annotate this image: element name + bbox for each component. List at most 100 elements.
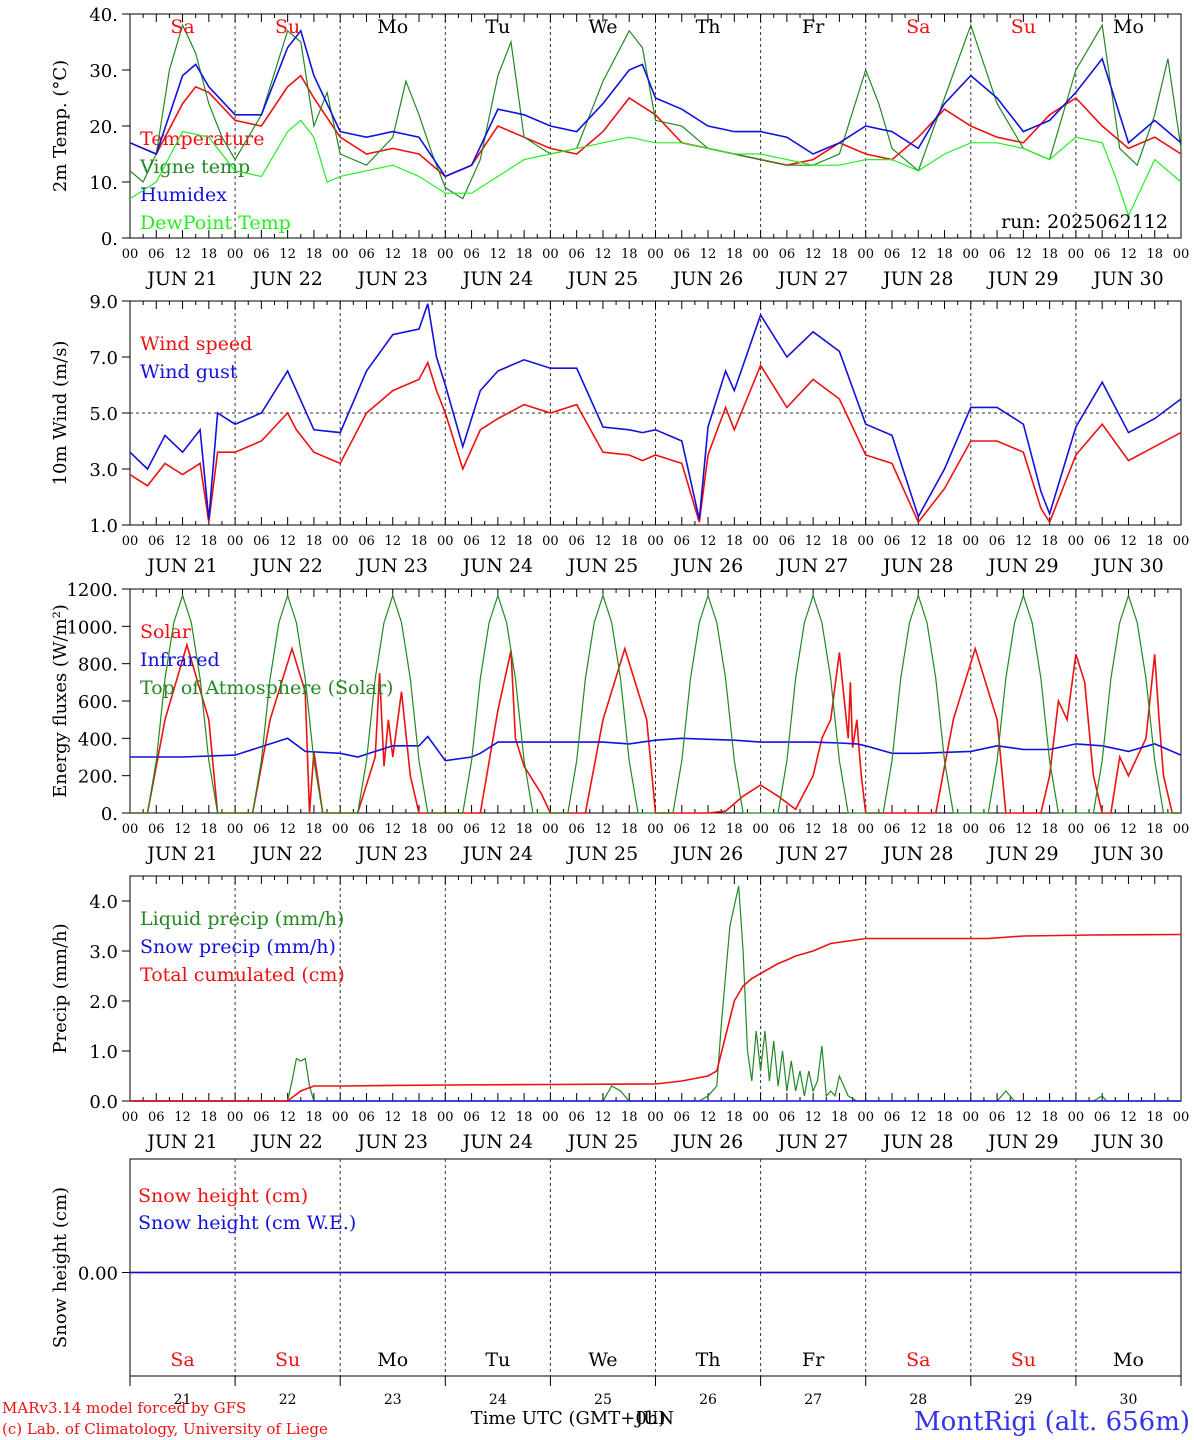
hour-label: 12 <box>910 534 927 549</box>
hour-label: 00 <box>752 247 769 262</box>
hour-label: 18 <box>1041 822 1058 837</box>
hour-label: 18 <box>936 534 953 549</box>
hour-label: 06 <box>148 534 165 549</box>
hour-label: 18 <box>831 1110 848 1125</box>
hour-label: 18 <box>411 534 428 549</box>
legend-entry: Snow precip (mm/h) <box>140 936 336 958</box>
hour-label: 18 <box>936 822 953 837</box>
date-label: JUN 23 <box>356 843 428 865</box>
day-number: 25 <box>594 1392 612 1408</box>
hour-label: 06 <box>148 822 165 837</box>
legend-entry: Snow height (cm W.E.) <box>138 1212 356 1234</box>
panel-5: 0.00 Snow height (cm) Snow height (cm) Snow… <box>50 1158 1182 1408</box>
hour-label: 18 <box>621 1110 638 1125</box>
hour-label: 12 <box>1120 822 1137 837</box>
hour-label: 00 <box>332 534 349 549</box>
hour-label: 18 <box>1041 247 1058 262</box>
hour-label: 00 <box>227 247 244 262</box>
legend-entry: Top of Atmosphere (Solar) <box>140 677 393 699</box>
y-tick-label: 0.0 <box>89 1092 118 1113</box>
hour-label: 06 <box>989 1110 1006 1125</box>
date-label: JUN 27 <box>776 843 848 865</box>
date-label: JUN 27 <box>776 1131 848 1153</box>
hour-label: 12 <box>910 1110 927 1125</box>
date-label: JUN 26 <box>671 1131 743 1153</box>
hour-label: 18 <box>831 247 848 262</box>
date-label: JUN 28 <box>881 1131 953 1153</box>
y-axis-label: Energy fluxes (W/m²) <box>50 604 71 798</box>
hour-label: 18 <box>201 822 218 837</box>
hour-label: 00 <box>122 534 139 549</box>
hour-label: 06 <box>568 247 585 262</box>
hour-label: 06 <box>674 822 691 837</box>
date-label: JUN 29 <box>986 555 1058 577</box>
hour-label: 12 <box>805 822 822 837</box>
date-label: JUN 29 <box>986 843 1058 865</box>
hour-label: 06 <box>148 1110 165 1125</box>
date-label: JUN 29 <box>986 268 1058 290</box>
x-axis-label: Time UTC (GMT+0h) <box>471 1408 666 1429</box>
day-number: 27 <box>804 1392 822 1408</box>
hour-label: 00 <box>752 1110 769 1125</box>
weekday-label: We <box>588 1349 617 1371</box>
date-label: JUN 30 <box>1091 268 1163 290</box>
date-label: JUN 28 <box>881 555 953 577</box>
series-line <box>129 74 1182 178</box>
weekday-label: Sa <box>170 16 194 38</box>
hour-label: 18 <box>1146 1110 1163 1125</box>
hour-label: 00 <box>752 822 769 837</box>
hour-label: 00 <box>122 1110 139 1125</box>
hour-label: 12 <box>490 534 507 549</box>
series-line <box>130 933 1182 1102</box>
hour-label: 18 <box>306 247 323 262</box>
hour-label: 00 <box>963 534 980 549</box>
legend-entry: Total cumulated (cm) <box>140 964 345 986</box>
hour-label: 12 <box>384 822 401 837</box>
date-label: JUN 25 <box>566 843 638 865</box>
plot-frame <box>129 588 1182 814</box>
legend-entry: Wind speed <box>140 333 252 355</box>
hour-label: 12 <box>700 822 717 837</box>
hour-label: 06 <box>1094 822 1111 837</box>
weekday-label: Sa <box>170 1349 194 1371</box>
hour-label: 12 <box>1015 247 1032 262</box>
date-label: JUN 21 <box>145 843 217 865</box>
hour-label: 06 <box>463 534 480 549</box>
hour-label: 06 <box>463 247 480 262</box>
hour-label: 12 <box>279 247 296 262</box>
hour-label: 12 <box>595 822 612 837</box>
legend-entry: Infrared <box>140 649 220 671</box>
y-tick-label: 4.0 <box>89 892 118 913</box>
hour-label: 00 <box>122 247 139 262</box>
hour-label: 00 <box>227 822 244 837</box>
y-tick-label: 200. <box>78 767 118 788</box>
date-label: JUN 22 <box>250 268 322 290</box>
weekday-label: Su <box>275 16 300 38</box>
hour-label: 06 <box>253 822 270 837</box>
hour-label: 12 <box>174 534 191 549</box>
hour-label: 18 <box>201 1110 218 1125</box>
date-label: JUN 25 <box>566 1131 638 1153</box>
series-line <box>129 303 1182 520</box>
date-label: JUN 21 <box>145 555 217 577</box>
y-tick-label: 3.0 <box>89 460 118 481</box>
hour-label: 18 <box>621 534 638 549</box>
hour-label: 18 <box>516 247 533 262</box>
date-label: JUN 24 <box>461 1131 533 1153</box>
hour-label: 12 <box>279 534 296 549</box>
hour-label: 00 <box>857 247 874 262</box>
hour-label: 12 <box>490 247 507 262</box>
hour-label: 12 <box>1120 534 1137 549</box>
hour-label: 06 <box>1094 247 1111 262</box>
date-label: JUN 23 <box>356 268 428 290</box>
date-label: JUN 25 <box>566 555 638 577</box>
hour-label: 18 <box>936 247 953 262</box>
hour-label: 06 <box>358 1110 375 1125</box>
hour-label: 18 <box>1041 534 1058 549</box>
weekday-label: Tu <box>485 16 510 38</box>
weekday-label: Sa <box>906 1349 930 1371</box>
panel-2: 1.0 3.0 5.0 7.0 9.0 10m Wind (m/s) Wind speed W… <box>50 292 1189 577</box>
hour-label: 12 <box>805 247 822 262</box>
day-number: 22 <box>279 1392 297 1408</box>
hour-label: 06 <box>1094 534 1111 549</box>
